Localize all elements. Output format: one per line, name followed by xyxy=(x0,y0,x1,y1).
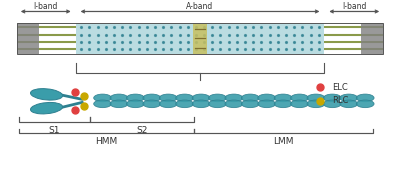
Ellipse shape xyxy=(176,94,194,102)
Ellipse shape xyxy=(258,100,276,108)
Ellipse shape xyxy=(143,100,161,108)
Text: A-band: A-band xyxy=(186,2,214,11)
Ellipse shape xyxy=(307,100,325,108)
Ellipse shape xyxy=(110,94,128,102)
Ellipse shape xyxy=(324,100,341,108)
Ellipse shape xyxy=(176,100,194,108)
Text: S1: S1 xyxy=(49,126,60,135)
Ellipse shape xyxy=(192,94,210,102)
Ellipse shape xyxy=(242,100,259,108)
Ellipse shape xyxy=(258,94,276,102)
Ellipse shape xyxy=(159,94,177,102)
Bar xyxy=(17,23,38,54)
Bar xyxy=(17,23,383,54)
Ellipse shape xyxy=(356,100,374,108)
Ellipse shape xyxy=(126,94,144,102)
Ellipse shape xyxy=(110,100,128,108)
Ellipse shape xyxy=(30,102,62,114)
Text: HMM: HMM xyxy=(95,137,118,146)
Ellipse shape xyxy=(340,100,358,108)
Ellipse shape xyxy=(291,100,308,108)
Text: I-band: I-band xyxy=(342,2,366,11)
Ellipse shape xyxy=(126,100,144,108)
Ellipse shape xyxy=(324,94,341,102)
Ellipse shape xyxy=(30,89,62,100)
Ellipse shape xyxy=(192,100,210,108)
Bar xyxy=(76,23,324,54)
Ellipse shape xyxy=(242,94,259,102)
Ellipse shape xyxy=(274,100,292,108)
Text: S2: S2 xyxy=(136,126,148,135)
Ellipse shape xyxy=(356,94,374,102)
Ellipse shape xyxy=(209,94,226,102)
Ellipse shape xyxy=(307,94,325,102)
Ellipse shape xyxy=(340,94,358,102)
Ellipse shape xyxy=(209,100,226,108)
Bar xyxy=(362,23,383,54)
Ellipse shape xyxy=(274,94,292,102)
Ellipse shape xyxy=(159,100,177,108)
Ellipse shape xyxy=(94,100,112,108)
Ellipse shape xyxy=(94,94,112,102)
Text: RLC: RLC xyxy=(332,96,349,105)
Ellipse shape xyxy=(225,94,243,102)
Ellipse shape xyxy=(291,94,308,102)
Ellipse shape xyxy=(143,94,161,102)
Text: LMM: LMM xyxy=(274,137,294,146)
Bar xyxy=(193,23,207,54)
Ellipse shape xyxy=(225,100,243,108)
Text: I-band: I-band xyxy=(34,2,58,11)
Text: ELC: ELC xyxy=(332,82,348,92)
